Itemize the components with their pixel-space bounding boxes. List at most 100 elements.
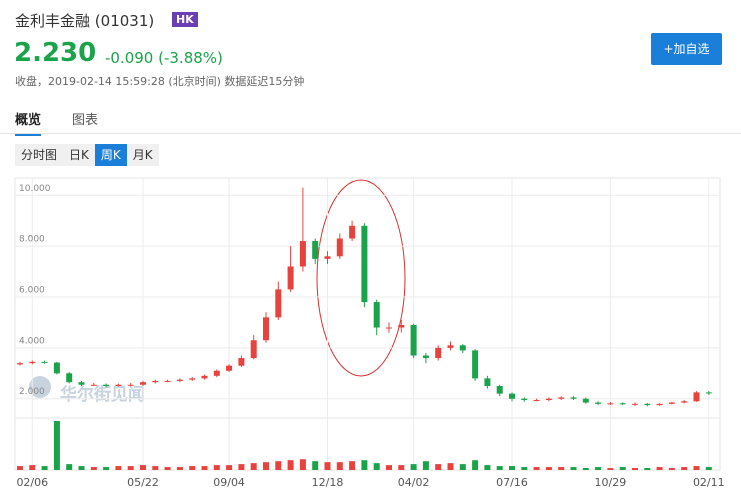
candle-body [386,327,392,329]
candle-body [287,266,294,290]
candle-body [78,382,85,385]
candle-body [115,384,122,387]
watermark-logo [29,376,51,398]
candle-body [226,365,233,371]
volume-bar [164,467,171,470]
volume-bar [66,464,73,470]
price: 2.230 [14,38,97,68]
tab-divider [0,133,741,134]
x-tick-label: 04/02 [398,476,430,489]
y-tick-label: 6.000 [19,286,45,296]
y-tick-label: 2.000 [19,387,45,397]
candle-body [238,358,245,366]
candle-body [263,317,269,341]
volume-bar [361,460,368,470]
volume-bar [115,466,122,470]
period-button[interactable]: 月K [132,148,153,162]
volume-bar [287,460,294,470]
volume-bar [668,468,675,470]
grid [15,178,720,470]
volume-bar [41,466,48,470]
candle-body [213,370,220,376]
volume-bar [533,467,540,470]
candle-body [189,378,196,380]
volume-bar [53,421,60,470]
volume-bar [29,465,36,470]
period-button[interactable]: 日K [69,148,89,162]
candle-body [140,382,146,385]
candle-body [152,380,159,383]
volume-bar [176,467,183,470]
volume-bar [632,468,638,470]
x-tick-label: 02/11 [693,476,725,489]
volume-bar [299,459,306,470]
volume-bar [373,463,380,470]
add-watchlist-button[interactable]: +加自选 [651,33,722,65]
period-button[interactable]: 分时图 [21,148,58,162]
tab[interactable]: 图表 [72,113,99,128]
candle-body [201,375,208,379]
volume-bar [103,467,110,470]
candle-body [164,380,171,382]
candle-body [275,289,282,318]
candle-body [582,398,589,403]
volume-bar [410,464,417,470]
tab[interactable]: 概览 [15,109,42,136]
candle-body [533,400,540,402]
candle-body [459,345,466,351]
candle-body [705,392,712,394]
candle-body [17,363,23,365]
candle-body [496,386,503,394]
volume-bar [447,463,454,470]
period-button[interactable]: 周K [94,144,127,166]
volume-bar [312,461,319,470]
volume-bar [226,465,233,470]
y-tick-label: 8.000 [19,235,45,245]
candle-body [558,397,565,399]
volume-bar [545,467,552,470]
volume-bar [386,465,392,470]
candle-body [422,355,429,359]
candle-body [312,241,319,259]
candle-body [521,398,528,401]
candle-body [324,256,331,259]
volume-bar [17,466,23,470]
volume-bar [619,467,626,470]
volume-bar [201,466,208,470]
x-tick-label: 10/29 [595,476,627,489]
candle-body [668,402,675,404]
status: 收盘，2019-02-14 15:59:28 (北京时间) 数据延迟15分钟 [15,75,305,88]
volume-bar [336,462,343,470]
volume-bar [127,466,134,470]
volume-bar [582,468,589,470]
candle-body [545,398,552,401]
volume-bar [644,468,651,470]
candle-body [299,241,306,267]
chart-frame [14,177,721,471]
candle-body [361,225,368,303]
candle-body [373,302,380,328]
volume-bar [324,462,331,470]
volume-bar [693,466,700,470]
y-tick-label: 4.000 [19,336,45,346]
volume-bar [250,463,257,470]
candle-body [632,403,638,405]
candle-body [103,384,110,387]
period-selector: 分时图 日K 周K 月K [15,144,159,166]
x-tick-label: 12/18 [312,476,344,489]
x-tick-label: 09/04 [213,476,245,489]
volume-bar [570,467,577,470]
market-badge: HK [172,12,198,27]
candle-body [41,361,48,363]
volume-bar [607,468,614,470]
candle-body [435,347,442,359]
code: (01031) [94,12,155,30]
volume-bar [275,461,282,470]
change: -0.090 (-3.88%) [105,49,223,67]
candle-body [595,402,602,404]
volume-bar [595,467,602,470]
volume-bar [472,460,479,470]
volume-bar [349,461,356,470]
volume-bar [78,466,85,470]
